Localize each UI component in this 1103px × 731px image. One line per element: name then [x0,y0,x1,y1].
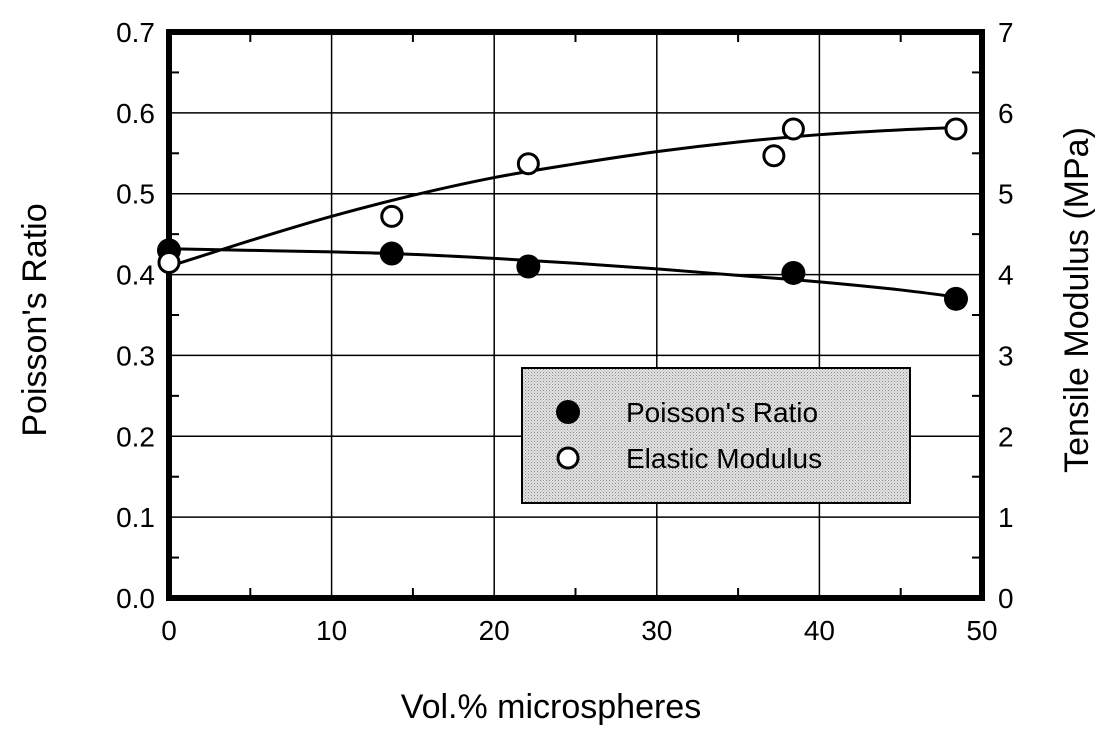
plot-frame [166,29,985,601]
point-elastic-modulus [516,152,540,176]
point-poissons-ratio [943,286,968,311]
point-poissons-ratio [781,260,806,285]
x-tick-label: 10 [316,615,347,646]
y-axis-title: Poisson's Ratio [16,203,54,436]
y-tick-label: 0.2 [116,421,155,452]
y2-tick-label: 7 [998,17,1014,48]
y-tick-label: 0.1 [116,502,155,533]
y2-tick-label: 1 [998,502,1014,533]
y-tick-label: 0.7 [116,17,155,48]
y2-tick-label: 0 [998,583,1014,614]
x-axis-title: Vol.% microspheres [401,688,701,726]
point-elastic-modulus [781,117,805,141]
y2-tick-label: 5 [998,179,1014,210]
legend-box [521,367,911,504]
y2-tick-label: 2 [998,421,1014,452]
y2-tick-label: 4 [998,260,1014,291]
point-elastic-modulus [380,204,404,228]
y2-tick-labels: 0 1 2 3 4 5 6 7 [998,17,1014,614]
point-elastic-modulus [762,144,786,168]
y-tick-labels: 0.0 0.1 0.2 0.3 0.4 0.5 0.6 0.7 [116,17,155,614]
fit-curve-elastic-modulus [168,125,958,268]
data-points [157,117,968,311]
point-elastic-modulus [157,250,181,274]
x-tick-labels: 0 10 20 30 40 50 [161,615,997,646]
y2-tick-label: 6 [998,98,1014,129]
y-tick-label: 0.5 [116,179,155,210]
y-tick-label: 0.4 [116,260,155,291]
x-tick-label: 20 [479,615,510,646]
y-tick-label: 0.6 [116,98,155,129]
point-elastic-modulus [944,117,968,141]
fit-curve-poissons-ratio [168,247,958,299]
legend-label-elastic-modulus: Elastic Modulus [626,443,822,474]
y-tick-label: 0.3 [116,340,155,371]
tick-marks [169,32,982,598]
y-tick-label: 0.0 [116,583,155,614]
legend: Poisson's Ratio Elastic Modulus [521,367,911,504]
legend-marker-poissons-ratio [556,400,580,424]
legend-marker-elastic-modulus [556,446,580,470]
x-tick-label: 50 [966,615,997,646]
x-tick-label: 40 [804,615,835,646]
legend-label-poissons-ratio: Poisson's Ratio [626,397,818,428]
y2-axis-title: Tensile Modulus (MPa) [1058,127,1096,473]
y2-tick-label: 3 [998,340,1014,371]
point-poissons-ratio [516,254,541,279]
fit-curves [168,125,958,299]
gridlines [168,31,983,599]
x-tick-label: 30 [641,615,672,646]
point-poissons-ratio [379,241,404,266]
x-tick-label: 0 [161,615,177,646]
